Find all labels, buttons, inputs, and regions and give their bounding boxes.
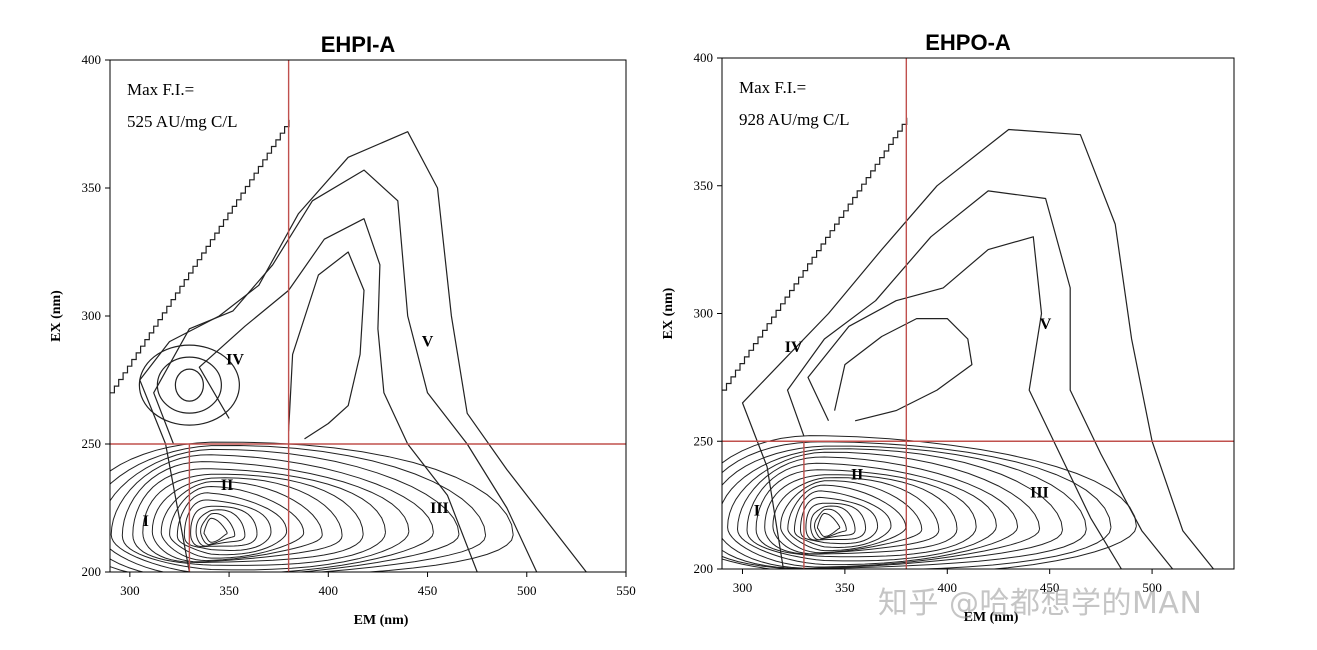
chart-title: EHPO-A: [925, 30, 1011, 55]
contour-panel-ehpi-a: EHPI-A 300 350 400 450 500 550 200 250 300 350 400 E…: [49, 32, 636, 628]
contour-line: [132, 468, 386, 566]
x-tick-label: 450: [418, 583, 438, 598]
y-tick-label: 250: [82, 436, 102, 451]
region-label-iv: IV: [785, 339, 803, 356]
contour-line: [799, 496, 879, 545]
contour-line: [121, 461, 410, 571]
y-tick-label: 200: [82, 564, 102, 579]
contour-line: [288, 251, 365, 440]
rayleigh-staircase: [110, 119, 290, 394]
contour-line: [110, 441, 514, 572]
contour-line: [110, 448, 460, 572]
contour-line: [110, 444, 487, 572]
region-label-iii: III: [430, 500, 449, 517]
max-fi-annotation: 525 AU/mg C/L: [127, 112, 238, 131]
y-tick-label: 300: [694, 306, 714, 321]
contour-line: [780, 480, 923, 554]
contour-line: [153, 169, 538, 572]
y-tick-label: 250: [694, 433, 714, 448]
y-tick-label: 300: [82, 308, 102, 323]
contour-line: [786, 190, 1174, 569]
contour-line: [772, 477, 940, 555]
contour-line: [176, 492, 288, 556]
contour-line: [727, 451, 1041, 568]
region-label-v: V: [1040, 316, 1052, 333]
contour-line: [174, 368, 204, 402]
region-label-i: I: [143, 513, 149, 530]
region-label-i: I: [754, 502, 760, 519]
x-tick-label: 350: [219, 583, 239, 598]
y-axis-label: EX (nm): [661, 287, 676, 339]
contour-line: [817, 512, 841, 538]
contour-line: [741, 128, 1214, 569]
contour-line: [190, 505, 258, 548]
watermark-text: 知乎 @哈都想学的MAN: [878, 586, 1203, 621]
x-tick-label: 400: [938, 580, 958, 595]
contour-line: [203, 517, 228, 543]
x-tick-label: 300: [120, 583, 140, 598]
region-label-iii: III: [1030, 484, 1049, 501]
contour-panel-ehpo-a: EHPO-A 300 350 400 450 500 200 250 300 350 400 EM (…: [661, 30, 1235, 625]
y-tick-label: 200: [694, 561, 714, 576]
contour-layer: [110, 119, 587, 572]
contour-line: [722, 445, 1087, 569]
region-label-ii: II: [851, 467, 863, 484]
x-tick-label: 500: [517, 583, 537, 598]
contour-line: [195, 509, 246, 547]
region-label-ii: II: [221, 477, 233, 494]
contour-line: [793, 490, 892, 549]
x-tick-label: 400: [319, 583, 339, 598]
contour-line: [722, 441, 1112, 569]
x-tick-label: 550: [616, 583, 636, 598]
contour-line: [139, 131, 587, 572]
contour-line: [142, 473, 364, 563]
contour-line: [200, 513, 236, 546]
y-axis-label: EX (nm): [49, 290, 64, 342]
x-tick-label: 350: [835, 580, 855, 595]
region-label-iv: IV: [226, 352, 244, 369]
contour-layer: [722, 117, 1214, 569]
contour-line: [183, 499, 272, 552]
contour-line: [834, 318, 973, 422]
max-fi-annotation: 928 AU/mg C/L: [739, 110, 850, 129]
x-tick-label: 500: [1142, 580, 1162, 595]
chart-title: EHPI-A: [321, 32, 396, 57]
contour-line: [810, 505, 856, 541]
max-fi-annotation: Max F.I.=: [127, 80, 194, 99]
contour-line: [755, 469, 977, 558]
contour-line: [110, 454, 434, 572]
contour-line: [156, 356, 222, 414]
contour-line: [160, 480, 323, 562]
contour-line: [722, 448, 1063, 569]
rayleigh-staircase: [722, 117, 908, 391]
region-label-v: V: [422, 334, 434, 351]
x-axis-label: EM (nm): [964, 610, 1019, 625]
contour-line: [736, 456, 1019, 566]
y-tick-label: 350: [694, 178, 714, 193]
y-tick-label: 400: [694, 50, 714, 65]
x-tick-label: 300: [733, 580, 753, 595]
x-axis-label: EM (nm): [354, 613, 409, 628]
contour-line: [787, 484, 907, 552]
plot-frame: [109, 59, 627, 573]
y-tick-label: 400: [82, 52, 102, 67]
contour-line: [764, 474, 958, 555]
contour-line: [138, 344, 240, 426]
contour-line: [198, 218, 478, 572]
x-tick-label: 450: [1040, 580, 1060, 595]
contour-line: [813, 508, 847, 540]
contour-line: [151, 477, 343, 563]
contour-line: [169, 485, 305, 559]
contour-line: [805, 502, 867, 541]
max-fi-annotation: Max F.I.=: [739, 78, 806, 97]
contour-line: [807, 236, 1122, 569]
y-tick-label: 350: [82, 180, 102, 195]
contour-line: [746, 462, 997, 562]
contour-line: [722, 435, 1137, 569]
